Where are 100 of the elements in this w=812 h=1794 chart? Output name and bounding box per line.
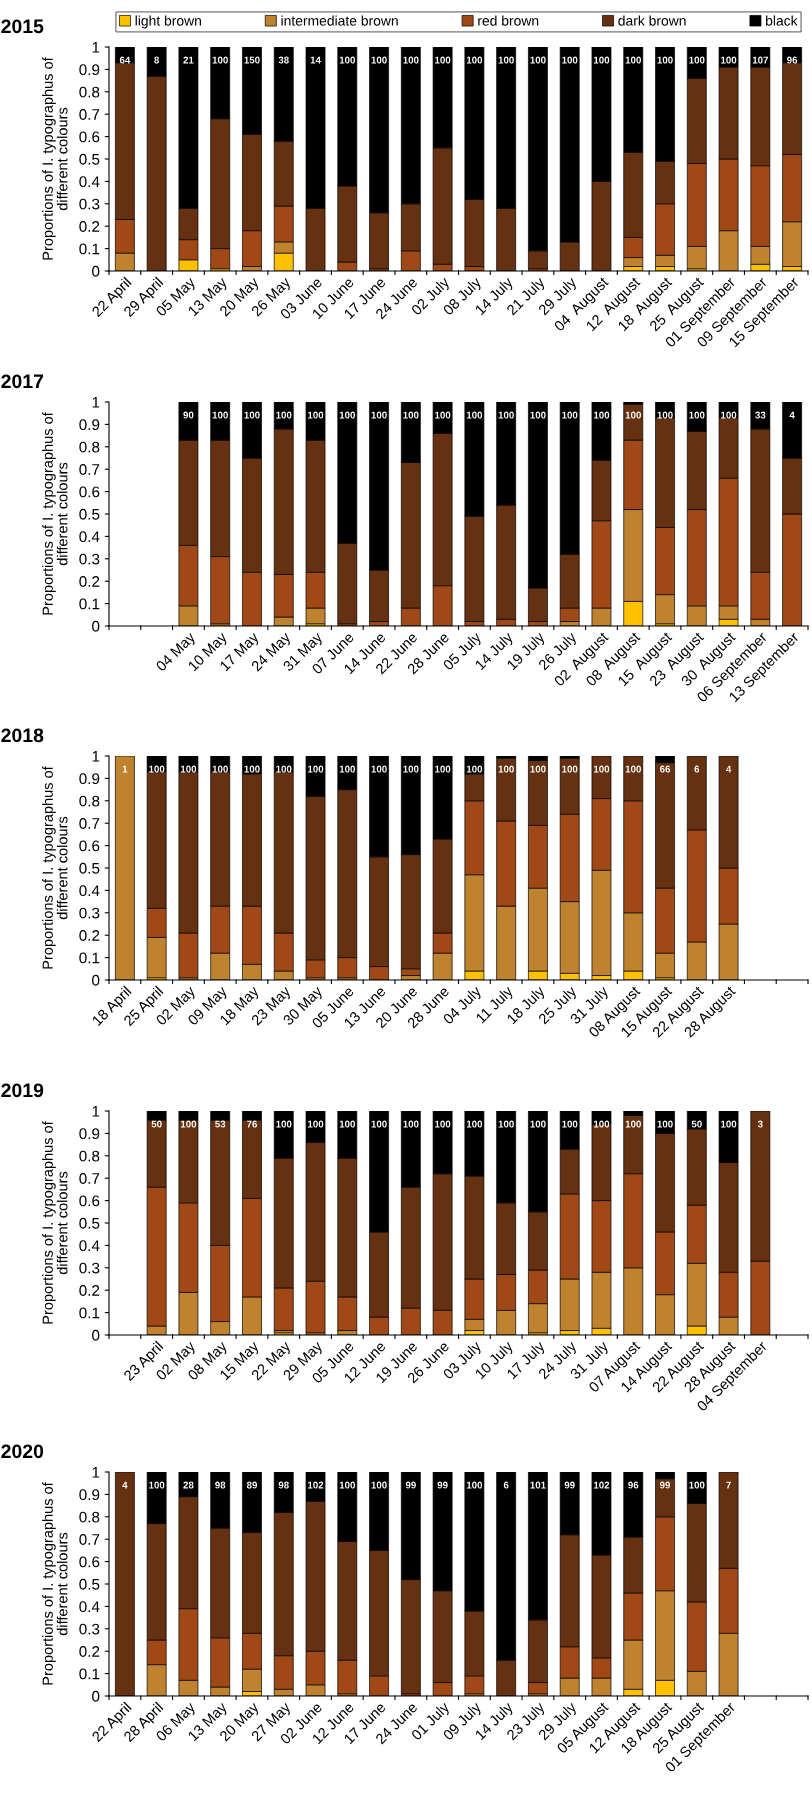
annotation: 33 [755,411,766,419]
annotation: 100 [498,411,514,419]
annotation: 3 [757,1120,763,1128]
y-tick-label: 0 [92,265,100,277]
annotation: 100 [466,411,483,419]
y-tick-label: 0 [92,1329,100,1341]
annotation: 76 [246,1120,258,1128]
annotation: 1 [122,765,128,773]
y-tick-label: 0 [92,974,100,986]
annotation: 100 [212,411,228,419]
y-tick-label: 1 [92,397,100,408]
y-tick-label: 0.4 [79,1601,100,1613]
y-tick-label: 0.7 [79,109,100,120]
y-tick-label: 0.5 [79,1217,100,1229]
y-tick-label: 0.5 [79,1578,100,1590]
y-tick-label: 0.4 [79,531,100,543]
annotation: 7 [726,1481,731,1489]
annotation: 100 [276,1120,292,1128]
y-tick-label: 1 [92,751,100,762]
annotation: 100 [466,56,483,64]
y-tick-label: 0.9 [79,1489,100,1501]
annotation: 100 [466,765,483,773]
annotation: 6 [503,1481,509,1489]
chart-title: 2020 [1,1444,44,1459]
annotation: 100 [308,1120,324,1128]
annotation: 4 [726,765,732,773]
y-tick-label: 0.8 [79,1511,100,1523]
annotation: 100 [625,56,641,64]
y-tick-label: 0 [92,1690,100,1702]
annotation: 100 [371,411,387,419]
annotation: 100 [371,1481,387,1489]
y-tick-label: 0.1 [79,243,100,255]
y-tick-label: 0.4 [79,885,100,897]
y-tick-label: 0.1 [79,1668,100,1680]
y-tick-label: 0.2 [79,1285,100,1296]
annotation: 100 [593,1120,610,1128]
y-tick-label: 0.7 [79,818,100,829]
annotation: 101 [530,1481,546,1489]
annotation: 100 [498,56,514,64]
y-tick-label: 0.7 [79,1173,100,1184]
annotation: 100 [371,765,387,773]
y-tick-label: 0.8 [79,1150,100,1162]
y-tick-label: 0.9 [79,1128,100,1140]
annotation: 107 [752,56,769,64]
y-tick-label: 0.3 [79,1623,100,1635]
annotation: 100 [530,411,546,419]
y-tick-label: 0.6 [79,1195,100,1207]
y-tick-label: 0.8 [79,795,100,807]
annotation: 100 [530,56,546,64]
annotation: 100 [244,411,260,419]
legend-label: light brown [135,15,201,29]
annotation: 99 [405,1481,416,1489]
annotation: 100 [276,765,292,773]
annotation: 100 [180,765,197,773]
annotation: 100 [657,1120,673,1128]
annotation: 100 [562,56,578,64]
y-tick-label: 0.4 [79,176,100,188]
annotation: 100 [721,411,737,419]
y-tick-label: 0.1 [79,952,100,964]
annotation: 66 [659,765,671,773]
annotation: 100 [212,765,228,773]
y-tick-label: 0.6 [79,486,100,498]
annotation: 100 [625,765,641,773]
annotation: 100 [435,411,451,419]
annotation: 50 [151,1120,162,1128]
y-tick-label: 0.1 [79,598,100,610]
annotation: 100 [435,1120,451,1128]
annotation: 98 [278,1481,289,1489]
y-tick-label: 0.2 [79,930,100,941]
annotation: 100 [593,765,610,773]
annotation: 100 [530,765,546,773]
y-tick-label: 1 [92,1106,100,1117]
annotation: 100 [466,1481,483,1489]
y-tick-label: 0.6 [79,840,100,852]
annotation: 100 [403,1120,419,1128]
annotation: 100 [403,765,419,773]
annotation: 100 [339,1120,356,1128]
y-tick-label: 0.5 [79,153,100,165]
y-tick-label: 0.2 [79,221,100,232]
y-axis-title: Proportions of I. typographus of different colours [42,1482,68,1685]
annotation: 100 [689,1481,705,1489]
legend-label: black [766,15,798,26]
annotation: 100 [212,56,228,64]
annotation: 100 [180,1120,197,1128]
annotation: 6 [694,765,700,773]
annotation: 50 [691,1120,702,1128]
annotation: 100 [625,411,641,419]
annotation: 100 [498,1120,514,1128]
y-axis-title: Proportions of I. typographus of different colours [42,1121,68,1324]
annotation: 8 [154,56,160,64]
annotation: 89 [246,1481,258,1489]
annotation: 100 [593,411,610,419]
y-tick-label: 0.5 [79,508,100,520]
annotation: 14 [310,56,321,64]
annotation: 98 [215,1481,226,1489]
annotation: 100 [593,56,610,64]
y-tick-label: 1 [92,42,100,53]
annotation: 99 [659,1481,671,1489]
annotation: 100 [721,56,737,64]
y-tick-label: 1 [92,1467,100,1478]
